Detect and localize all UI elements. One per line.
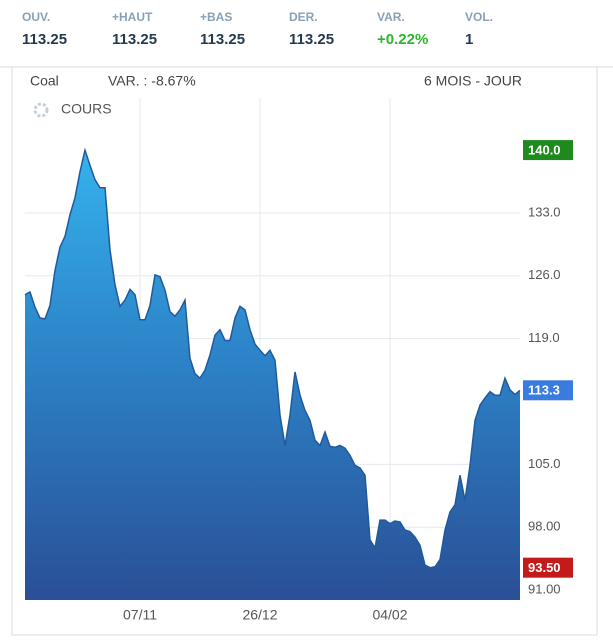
chart-frame <box>11 66 598 636</box>
price-marker <box>523 557 573 578</box>
field-value: 113.25 <box>289 31 334 48</box>
price-marker-label: 140.0 <box>528 143 561 158</box>
y-tick-label: 126.0 <box>528 267 561 282</box>
field-label: VAR. <box>377 10 405 24</box>
legend-label: COURS <box>61 101 112 117</box>
field-label: DER. <box>289 10 318 24</box>
x-tick-label: 07/11 <box>123 607 157 623</box>
field-value: 113.25 <box>22 31 67 48</box>
x-tick-label: 04/02 <box>372 607 407 623</box>
field-value: 113.25 <box>200 31 245 48</box>
field-label: OUV. <box>22 10 50 24</box>
field-value: 1 <box>465 31 473 48</box>
period: 6 MOIS - JOUR <box>424 73 522 89</box>
gear-icon <box>33 102 49 118</box>
price-marker <box>523 140 573 161</box>
field-label: +BAS <box>200 10 232 24</box>
field-value: 113.25 <box>112 31 157 48</box>
line <box>24 147 521 569</box>
y-tick-label: 133.0 <box>528 204 561 219</box>
price-marker <box>523 380 573 401</box>
y-tick-label: 119.0 <box>528 330 560 345</box>
field-label: VOL. <box>465 10 493 24</box>
y-tick-label: 98.00 <box>528 519 561 534</box>
y-tick-label: 105.0 <box>528 456 561 471</box>
chart-title: Coal <box>30 73 59 89</box>
field-value: +0.22% <box>377 31 428 48</box>
price-marker-label: 113.3 <box>528 383 560 398</box>
price-marker-label: 93.50 <box>528 560 561 575</box>
x-tick-label: 26/12 <box>242 607 277 623</box>
area <box>25 150 520 600</box>
chart-subtitle: VAR. : -8.67% <box>108 73 196 89</box>
field-label: +HAUT <box>112 10 153 24</box>
y-tick-label: 91.00 <box>528 582 561 597</box>
